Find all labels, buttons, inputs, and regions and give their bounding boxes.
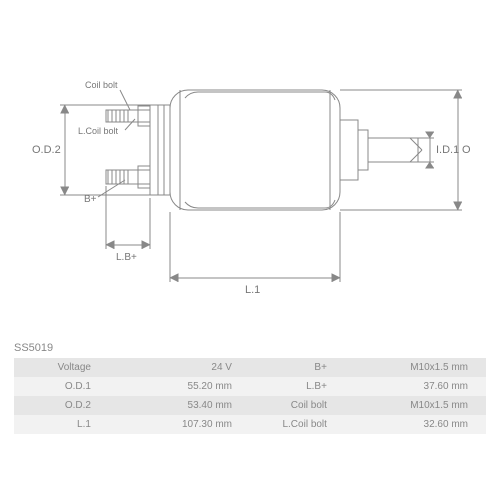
spec-value: M10x1.5 mm [335,396,486,415]
label-id1: I.D.1 [436,144,459,156]
label-od1: O.D.1 [462,144,470,156]
spec-value: 24 V [99,358,250,377]
part-number: SS5019 [14,342,53,354]
label-l1: L.1 [245,284,260,296]
label-coil-bolt: Coil bolt [85,80,118,90]
spec-label: L.B+ [250,377,335,396]
spec-label: Coil bolt [250,396,335,415]
spec-label: O.D.2 [14,396,99,415]
table-row: L.1 107.30 mm L.Coil bolt 32.60 mm [14,415,486,434]
table-row: O.D.1 55.20 mm L.B+ 37.60 mm [14,377,486,396]
spec-label: B+ [250,358,335,377]
label-b-plus: B+ [84,194,97,205]
spec-value: 37.60 mm [335,377,486,396]
label-lb-plus: L.B+ [116,252,137,263]
spec-table: Voltage 24 V B+ M10x1.5 mm O.D.1 55.20 m… [14,358,486,434]
table-row: Voltage 24 V B+ M10x1.5 mm [14,358,486,377]
technical-drawing: O.D.2 I.D.1 O.D.1 L.1 L.B+ B+ Coil bolt … [30,20,470,320]
spec-value: M10x1.5 mm [335,358,486,377]
label-l-coil-bolt: L.Coil bolt [78,126,119,136]
spec-value: 32.60 mm [335,415,486,434]
spec-label: L.1 [14,415,99,434]
table-row: O.D.2 53.40 mm Coil bolt M10x1.5 mm [14,396,486,415]
spec-label: L.Coil bolt [250,415,335,434]
spec-label: Voltage [14,358,99,377]
label-od2: O.D.2 [32,144,61,156]
spec-value: 53.40 mm [99,396,250,415]
spec-label: O.D.1 [14,377,99,396]
spec-value: 55.20 mm [99,377,250,396]
spec-value: 107.30 mm [99,415,250,434]
